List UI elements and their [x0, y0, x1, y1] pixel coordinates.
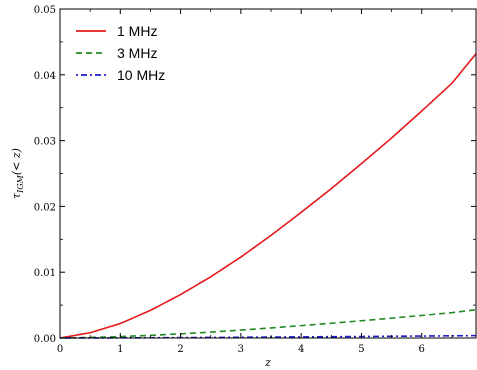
svg-text:τIGM(< z): τIGM(< z)	[10, 148, 25, 199]
y-axis-label-sub: IGM	[16, 174, 25, 194]
legend-label-3: 10 MHz	[117, 67, 165, 83]
y-tick-label: 0.00	[34, 334, 56, 345]
series-line-2	[59, 308, 477, 339]
legend: 1 MHz 3 MHz 10 MHz	[76, 23, 165, 83]
y-axis-label-main: τ	[10, 192, 23, 199]
x-tick-label: 0	[57, 344, 63, 355]
y-tick-label: 0.05	[34, 5, 56, 16]
series-line-1	[59, 53, 477, 339]
y-tick-label: 0.04	[34, 71, 56, 82]
y-axis-label: τIGM(< z)	[10, 148, 25, 199]
x-tick-label: 6	[419, 344, 425, 355]
x-tick-label: 1	[117, 344, 123, 355]
x-tick-label: 4	[298, 344, 304, 355]
x-tick-label: 3	[238, 344, 244, 355]
y-tick-label: 0.01	[34, 268, 56, 279]
x-axis-label: z	[264, 356, 271, 369]
x-tick-label: 2	[177, 344, 183, 355]
series-layer	[59, 53, 477, 339]
y-axis-label-tail: (< z)	[10, 148, 23, 175]
legend-label-2: 3 MHz	[117, 45, 157, 61]
y-tick-label: 0.03	[34, 137, 56, 148]
x-tick-label: 5	[358, 344, 364, 355]
legend-label-1: 1 MHz	[117, 23, 157, 39]
axes: 0 1 2 3 4 5 6 0.00 0.01 0.02 0.03 0.04 0.05	[34, 5, 477, 355]
y-tick-label: 0.02	[34, 202, 56, 213]
